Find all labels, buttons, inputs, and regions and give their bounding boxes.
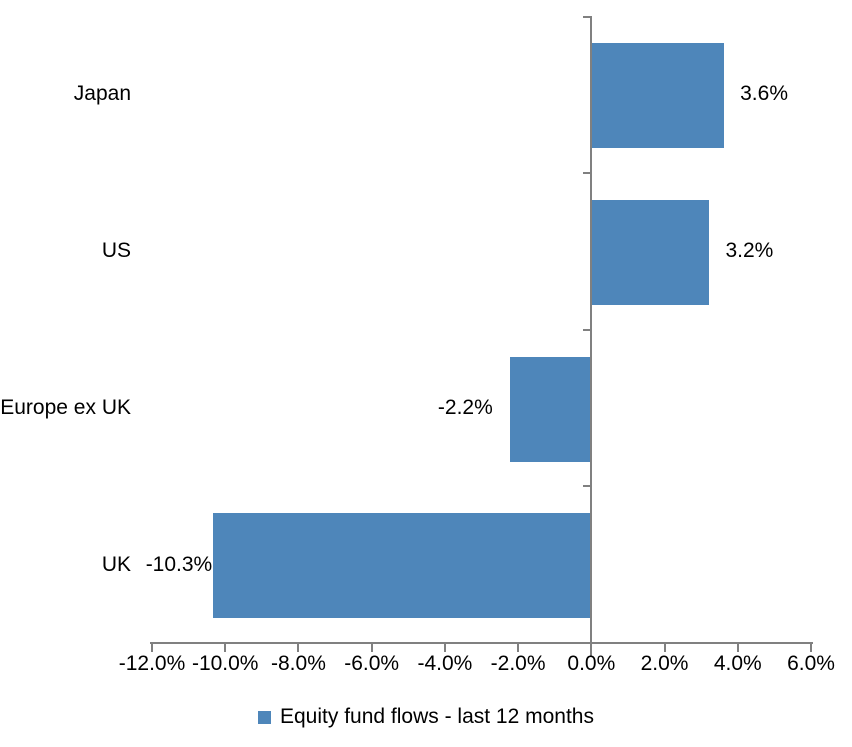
category-tick: [583, 16, 591, 18]
legend-swatch: [258, 710, 271, 724]
category-tick: [583, 171, 591, 174]
x-axis-tick: [810, 644, 812, 652]
plot-area: 3.6% 3.2% -2.2% -10.3%: [146, 16, 811, 656]
bar-value-label: -2.2%: [437, 395, 493, 419]
legend-label: Equity fund flows - last 12 months: [280, 705, 594, 728]
category-tick: [583, 328, 591, 331]
bar-value-label: 3.6%: [740, 82, 788, 106]
x-axis-line: [150, 642, 813, 644]
category-tick: [583, 485, 591, 488]
x-axis-tick: [663, 644, 666, 652]
bar-value-label: -10.3%: [145, 552, 213, 576]
bar-uk: [213, 513, 591, 619]
x-axis-tick-label: -4.0%: [417, 652, 473, 675]
category-label-uk: UK: [101, 552, 131, 576]
x-axis-tick-label: 6.0%: [787, 652, 835, 675]
x-axis-tick: [736, 644, 739, 652]
category-label-us: US: [101, 239, 131, 263]
category-label-europe-ex-uk: Europe ex UK: [0, 395, 131, 419]
legend: Equity fund flows - last 12 months: [0, 705, 852, 729]
x-axis-tick-label: -6.0%: [344, 652, 400, 675]
bar-us: [592, 199, 710, 305]
category-label-japan: Japan: [73, 82, 131, 106]
x-axis-tick-label: 0.0%: [567, 652, 616, 675]
x-axis-tick: [297, 644, 300, 652]
x-axis-tick: [224, 644, 227, 652]
bar-europe-ex-uk: [509, 356, 591, 462]
bar-japan: [592, 43, 725, 148]
bar-value-label: 3.2%: [725, 239, 774, 263]
zero-axis-line: [590, 16, 593, 656]
x-axis-tick-label: 2.0%: [640, 652, 689, 675]
x-axis-tick-label: -8.0%: [271, 652, 326, 675]
x-axis-tick: [443, 644, 446, 652]
x-axis-tick: [151, 644, 153, 652]
x-axis-tick: [590, 644, 593, 652]
x-axis-tick-label: -2.0%: [490, 652, 546, 675]
x-axis-tick: [517, 644, 520, 652]
x-axis-tick-label: 4.0%: [713, 652, 762, 675]
x-axis-tick-label: -10.0%: [191, 652, 259, 675]
x-axis-tick-label: -12.0%: [118, 652, 186, 675]
x-axis-tick: [370, 644, 373, 652]
